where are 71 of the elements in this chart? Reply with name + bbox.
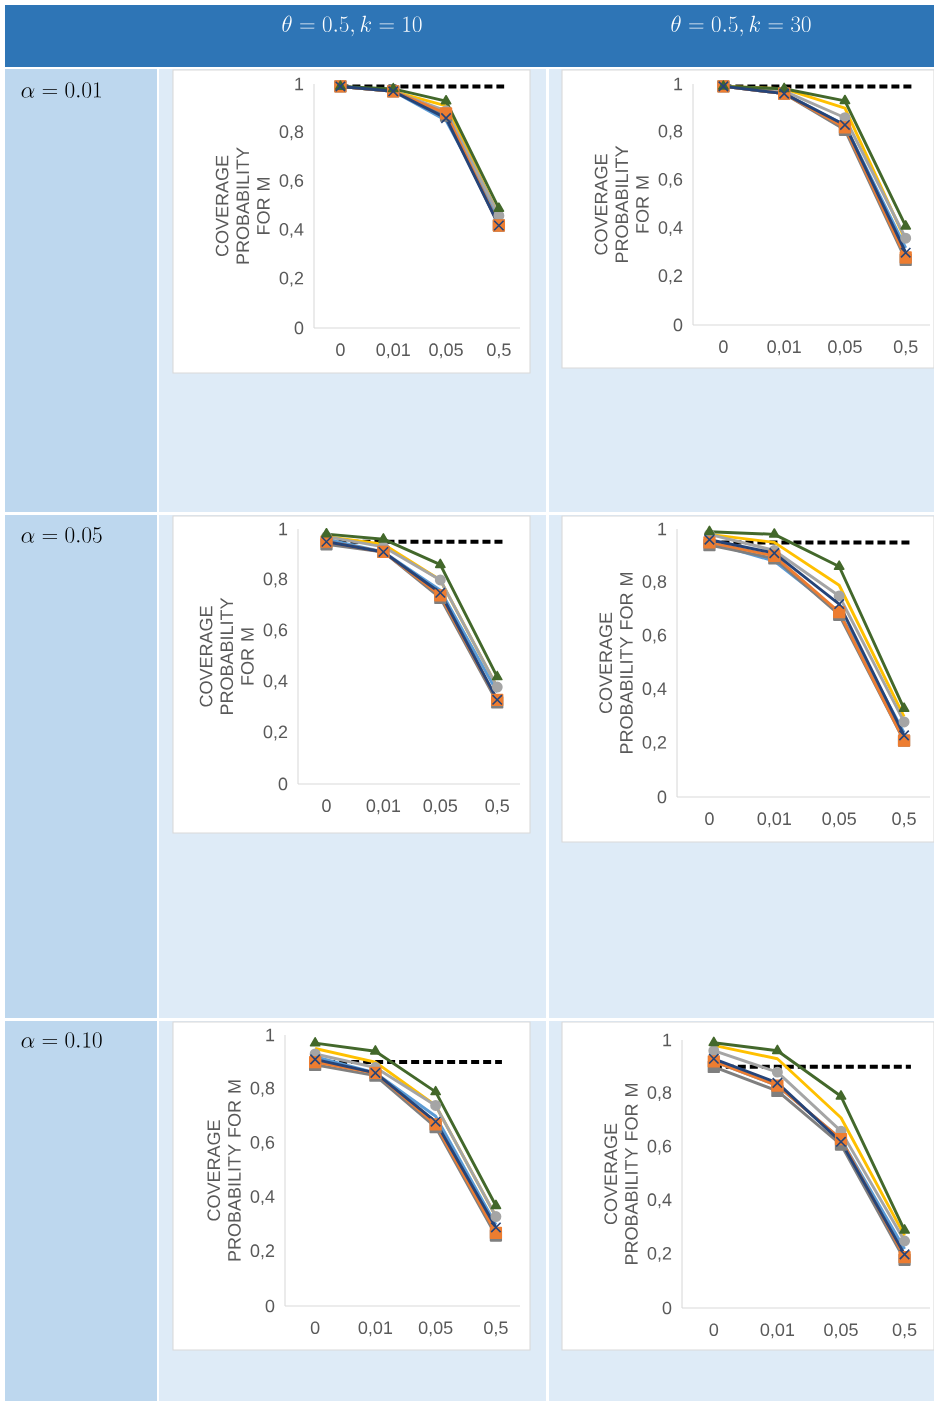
y-tick-label: 0,8	[279, 125, 304, 141]
y-tick-label: 0,4	[279, 222, 304, 238]
x-tick-label: 0,01	[358, 1321, 393, 1337]
y-tick-label: 0,2	[279, 271, 304, 287]
x-tick-label: 0	[709, 1323, 719, 1337]
x-tick-label: 0	[705, 812, 714, 826]
x-tick-label: 0	[336, 343, 345, 357]
y-axis-title: COVERAGE PROBABILITY FOR M	[199, 597, 254, 715]
x-tick-label: 0,5	[487, 343, 511, 359]
x-tick-label: 0,05	[822, 812, 856, 828]
x-tick-label: 0,01	[760, 1323, 795, 1339]
y-tick-label: 0,2	[658, 269, 683, 285]
y-tick-label: 0,4	[642, 682, 667, 698]
y-axis-title: COVERAGE PROBABILITY FOR M	[215, 147, 270, 264]
text: $\alpha = 0.05$	[21, 527, 102, 543]
y-tick-label: 1	[663, 1033, 672, 1047]
y-tick-label: 0	[294, 321, 304, 335]
y-tick-label: 0,2	[642, 735, 667, 751]
y-tick-label: 0,8	[263, 572, 288, 588]
y-tick-label: 0	[278, 777, 288, 791]
y-tick-label: 1	[658, 522, 667, 536]
y-tick-label: 0,4	[647, 1193, 672, 1209]
y-tick-label: 0,8	[250, 1081, 275, 1097]
y-tick-label: 0	[662, 1301, 672, 1315]
y-tick-label: 0,8	[658, 124, 683, 140]
x-tick-label: 0,05	[429, 343, 463, 359]
x-tick-label: 0,05	[828, 340, 862, 356]
x-tick-label: 0,5	[893, 340, 918, 356]
x-tick-label: 0,01	[767, 340, 801, 356]
x-tick-label: 0,5	[892, 812, 916, 828]
x-tick-label: 0,05	[824, 1323, 858, 1339]
y-tick-label: 0	[657, 790, 667, 804]
y-axis-title: COVERAGE PROBABILITY FOR M	[599, 572, 633, 754]
x-tick-label: 0,5	[484, 1321, 508, 1337]
y-axis-title: COVERAGE PROBABILITY FOR M	[604, 1083, 638, 1265]
text: $\alpha = 0.10$	[21, 1032, 102, 1048]
y-tick-label: 0,6	[647, 1139, 672, 1155]
y-tick-label: 0,6	[658, 172, 683, 188]
x-tick-label: 0,01	[757, 812, 791, 828]
y-axis-title: COVERAGE PROBABILITY FOR M	[207, 1080, 241, 1261]
x-tick-label: 0,01	[366, 799, 401, 815]
y-tick-label: 0,2	[263, 725, 288, 741]
y-tick-label: 1	[279, 522, 288, 536]
y-tick-label: 0,6	[250, 1135, 275, 1151]
y-tick-label: 0,6	[263, 623, 288, 639]
y-tick-label: 0,8	[642, 575, 667, 591]
x-tick-label: 0,5	[485, 799, 509, 815]
x-tick-label: 0	[719, 340, 728, 354]
y-tick-label: 0,2	[250, 1244, 275, 1260]
x-tick-label: 0,01	[376, 343, 410, 359]
x-tick-label: 0,05	[423, 799, 458, 815]
y-tick-label: 0	[673, 318, 683, 332]
y-tick-label: 0,2	[647, 1246, 672, 1262]
y-tick-label: 0,4	[250, 1190, 275, 1206]
y-axis-title: COVERAGE PROBABILITY FOR M	[594, 145, 649, 263]
x-tick-label: 0	[310, 1321, 320, 1335]
y-tick-label: 1	[674, 77, 683, 91]
x-tick-label: 0	[322, 799, 331, 813]
y-tick-label: 0,8	[647, 1086, 672, 1102]
y-tick-label: 0,4	[658, 221, 683, 237]
chart-title: $\theta = 0.5, k = 30$	[671, 15, 811, 37]
y-tick-label: 0,6	[279, 174, 304, 190]
y-tick-label: 0,6	[642, 628, 667, 644]
y-tick-label: 1	[266, 1028, 275, 1042]
x-tick-label: 0,5	[892, 1323, 917, 1339]
text: $\alpha = 0.01$	[21, 82, 101, 98]
chart-title: $\theta = 0.5, k = 10$	[282, 15, 422, 37]
y-tick-label: 0,4	[263, 674, 288, 690]
y-tick-label: 0	[265, 1299, 275, 1313]
y-tick-label: 1	[295, 77, 304, 91]
x-tick-label: 0,05	[418, 1321, 453, 1337]
